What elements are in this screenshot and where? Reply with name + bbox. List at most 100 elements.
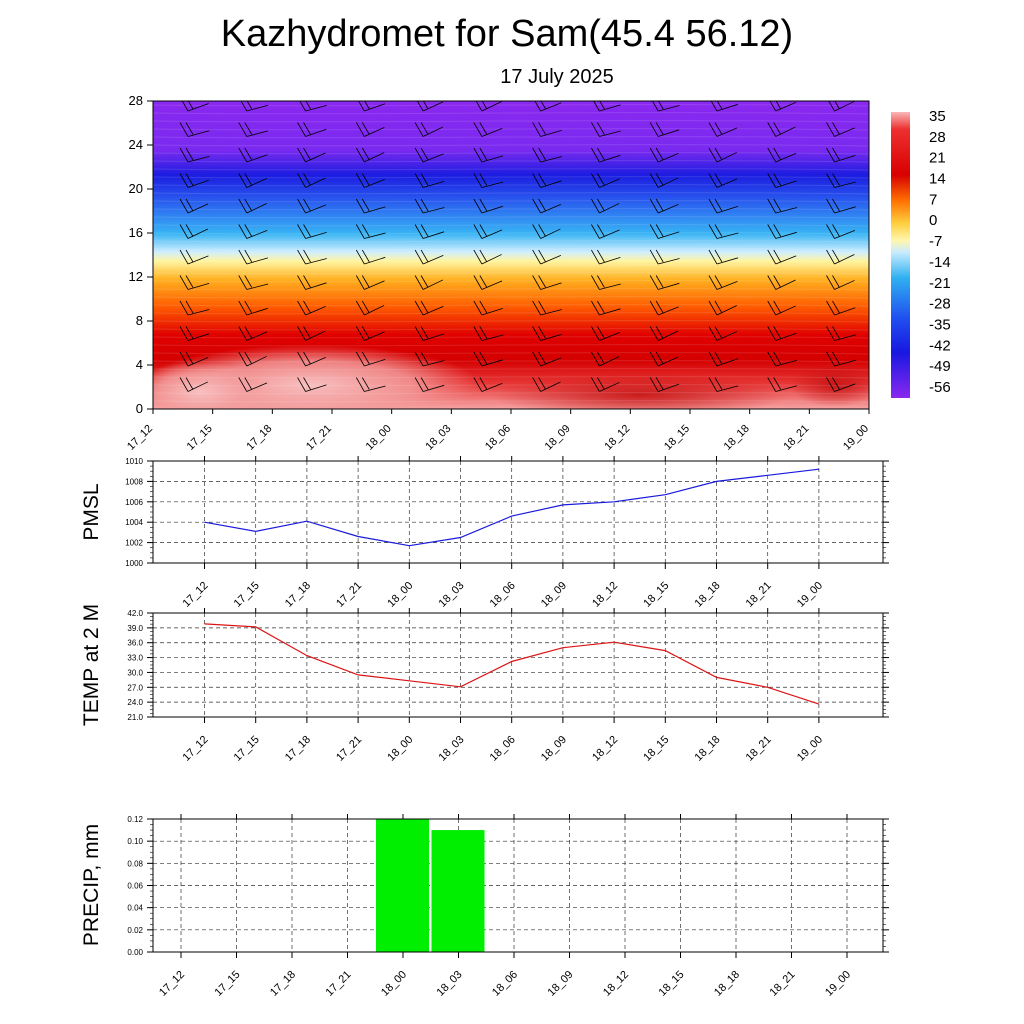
colorbar-label: 14 (929, 171, 946, 188)
heatmap-x-tick-label: 18_06 (483, 423, 513, 453)
wind-barb-feather (826, 173, 835, 188)
wind-barb-feather (532, 300, 541, 316)
wind-barb-feather (714, 173, 723, 186)
wind-barb (716, 280, 738, 290)
wind-barb (599, 331, 620, 341)
wind-barb-feather (708, 224, 718, 239)
chart-title: Kazhydromet for Sam(45.4 56.12) (221, 13, 793, 55)
warm-core-2 (153, 362, 270, 409)
wind-barb-feather (538, 173, 546, 186)
contour-line (153, 208, 869, 211)
wind-barb-feather (179, 173, 189, 188)
contour-line (153, 320, 869, 323)
wind-barb-feather (355, 198, 365, 214)
wind-barb (775, 126, 796, 137)
pmsl-frame (152, 460, 884, 564)
wind-barb-feather (708, 326, 718, 341)
wind-barb (246, 283, 269, 290)
wind-barb (834, 383, 856, 392)
pmsl-grid (153, 461, 883, 563)
wind-barb (305, 204, 327, 214)
wind-barb-feather (179, 147, 189, 163)
heatmap-x-axis: 17_12 17_15 17_18 17_21 18_00 18_03 18_06 18_09… (125, 409, 871, 453)
wind-barb-feather (185, 249, 194, 263)
wind-barb-feather (773, 351, 782, 365)
wind-barb-feather (244, 377, 253, 390)
wind-barb-feather (591, 198, 600, 214)
pmsl-x-tick-label: 18_18 (693, 580, 723, 610)
wind-barb-feather (767, 326, 777, 341)
wind-barb (246, 331, 268, 341)
contour-line (153, 368, 869, 371)
wind-barb (187, 155, 210, 163)
wind-barb-feather (185, 122, 194, 135)
wind-barb (246, 257, 269, 265)
wind-barb-feather (649, 122, 659, 137)
contour-line (153, 232, 869, 235)
wind-barb-feather (708, 198, 718, 214)
contour-line (153, 248, 869, 251)
wind-barb-feather (599, 101, 605, 110)
contour-line (153, 256, 869, 259)
precip-ylabel: PRECIP, mm (80, 824, 103, 946)
wind-barb (775, 231, 797, 239)
wind-barb (716, 305, 737, 316)
wind-barb-feather (355, 326, 365, 341)
temp-ylabel: TEMP at 2 M (80, 604, 103, 726)
contour-line (153, 104, 869, 107)
pmsl-x-tick-label: 17_15 (232, 580, 262, 610)
wind-barb (305, 104, 327, 112)
temp-x-tick-label: 17_12 (181, 734, 211, 764)
wind-barb-feather (597, 249, 605, 263)
wind-barb-feather (420, 249, 429, 263)
wind-barb (540, 180, 562, 188)
wind-barb-feather (479, 300, 488, 314)
contour-line (153, 216, 869, 219)
temp-y-tick-label: 36.0 (127, 639, 143, 648)
colorbar: 35 28 21 14 7 0 -7 -14 -21 -28 -35 -42 -49 -56 (891, 108, 951, 398)
colorbar-label: -49 (929, 358, 951, 375)
contour-line (153, 112, 869, 115)
wind-barb-feather (655, 249, 664, 263)
wind-barb (481, 205, 503, 214)
wind-barb-feather (649, 173, 659, 188)
wind-barb (599, 130, 621, 137)
wind-barb-feather (179, 300, 189, 316)
wind-barb-feather (479, 147, 488, 161)
wind-barb (422, 254, 444, 265)
wind-barb-feather (305, 101, 311, 110)
wind-barb-feather (414, 275, 424, 290)
wind-barb-feather (714, 249, 723, 263)
wind-barb-feather (479, 275, 488, 288)
wind-barb-feather (891, 97, 898, 109)
wind-barb-feather (767, 351, 777, 367)
wind-barb-feather (179, 377, 189, 392)
wind-barb-feather (775, 101, 782, 110)
precip-x-tick-label: 18_21 (768, 969, 798, 999)
wind-barb (599, 356, 620, 367)
wind-barb (246, 154, 268, 163)
wind-barb (658, 330, 679, 341)
wind-barb (834, 229, 856, 239)
contour-line (153, 200, 869, 203)
wind-barb-feather (303, 326, 311, 339)
wind-barb (246, 307, 268, 316)
temp-y-tick-label: 42.0 (127, 609, 143, 618)
wind-barb-feather (597, 224, 605, 237)
wind-barb-feather (532, 198, 541, 214)
contour-line (153, 264, 869, 267)
wind-barb-feather (416, 101, 424, 112)
wind-barb-feather (649, 198, 659, 214)
wind-barb-feather (591, 351, 600, 367)
temp-x-tick-label: 18_06 (488, 734, 518, 764)
precip-axes: 0.00 0.02 0.04 0.06 0.08 0.10 0.12 17_12 17_15 17… (127, 814, 889, 999)
temp-x-tick-label: 17_15 (232, 734, 262, 764)
wind-barb-feather (767, 198, 777, 214)
wind-barb-feather (826, 198, 835, 214)
wind-barb (305, 356, 326, 367)
wind-barb-feather (185, 275, 194, 288)
wind-barb-feather (364, 101, 370, 110)
wind-barb (540, 203, 562, 214)
wind-barb-feather (303, 147, 311, 161)
wind-barb-feather (185, 198, 194, 212)
